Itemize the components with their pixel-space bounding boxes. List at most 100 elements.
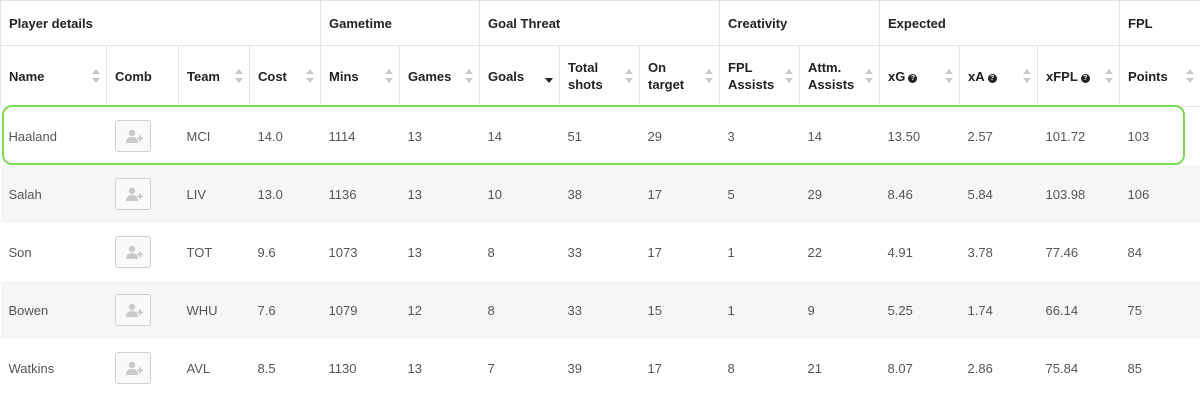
cell-fpl-assists: 5 <box>719 165 800 223</box>
user-plus-icon <box>125 129 143 143</box>
cell-fpl-assists: 3 <box>727 128 735 144</box>
column-header-team[interactable]: Team <box>178 45 250 107</box>
sort-arrows-icon[interactable] <box>1023 69 1032 83</box>
column-header-xg[interactable]: xG? <box>879 45 961 107</box>
cell-points: 75 <box>1119 281 1200 339</box>
cell-goals: 8 <box>487 244 495 260</box>
cell-name[interactable]: Bowen <box>0 281 107 339</box>
cell-xg: 4.91 <box>887 244 913 260</box>
column-header-xfpl[interactable]: xFPL? <box>1037 45 1121 107</box>
cell-on-target: 15 <box>639 281 720 339</box>
sort-arrows-icon[interactable] <box>785 69 794 83</box>
column-header-attm-assists[interactable]: Attm. Assists <box>799 45 881 107</box>
cell-xg: 13.50 <box>887 128 921 144</box>
cell-mins: 1073 <box>328 244 358 260</box>
column-header-on-target[interactable]: On target <box>639 45 721 107</box>
cell-points: 85 <box>1127 360 1142 376</box>
sort-arrows-icon[interactable] <box>705 69 714 83</box>
cell-games: 12 <box>399 281 480 339</box>
sort-arrows-icon[interactable] <box>235 69 243 83</box>
cell-goals: 8 <box>479 281 560 339</box>
sort-desc-icon[interactable] <box>545 69 554 83</box>
column-header-games[interactable]: Games <box>399 45 481 107</box>
sort-arrows-icon[interactable] <box>625 69 634 83</box>
group-header-creativity: Creativity <box>719 0 881 46</box>
table-row[interactable]: Bowen WHU 7.6 1079 12 8 33 15 1 9 5.25 1.74 66.14 75 <box>0 281 1200 339</box>
cell-name[interactable]: Haaland <box>8 128 57 144</box>
column-group-row: Player details Gametime Goal Threat Creativ… <box>0 0 1200 46</box>
cell-xa: 2.86 <box>967 360 993 376</box>
cell-xfpl: 103.98 <box>1037 165 1120 223</box>
cell-games: 13 <box>407 360 422 376</box>
cell-fpl-assists: 1 <box>719 281 800 339</box>
sort-arrows-icon[interactable] <box>865 69 874 83</box>
cell-points: 84 <box>1127 244 1142 260</box>
cell-xfpl: 101.72 <box>1045 128 1086 144</box>
add-to-comparison-button[interactable] <box>114 120 151 152</box>
column-header-label: Team <box>187 68 220 84</box>
column-header-points[interactable]: Points <box>1119 45 1200 107</box>
sort-arrows-icon[interactable] <box>1105 69 1114 83</box>
cell-name[interactable]: Son <box>8 244 32 260</box>
cell-cost: 9.6 <box>257 244 276 260</box>
cell-name[interactable]: Salah <box>0 165 107 223</box>
cell-team: TOT <box>186 244 213 260</box>
cell-xfpl: 75.84 <box>1045 360 1079 376</box>
column-header-label: Cost <box>258 68 287 84</box>
cell-mins: 1079 <box>320 281 400 339</box>
column-header-label: xG <box>888 68 906 84</box>
add-to-comparison-button[interactable] <box>114 178 151 210</box>
table-row[interactable]: Haaland MCI 14.0 1114 13 14 51 29 3 14 13.50 2.57 10… <box>1 107 1200 166</box>
column-header-goals[interactable]: Goals <box>479 45 561 107</box>
sort-arrows-icon[interactable] <box>385 69 394 83</box>
add-to-comparison-button[interactable] <box>114 352 151 384</box>
cell-xa: 5.84 <box>959 165 1038 223</box>
column-header-label: Mins <box>329 68 359 84</box>
question-icon[interactable]: ? <box>908 73 918 83</box>
column-header-label: Comb <box>115 68 152 84</box>
sort-arrows-icon[interactable] <box>465 69 474 83</box>
cell-xa: 1.74 <box>959 281 1038 339</box>
sort-arrows-icon[interactable] <box>1186 69 1195 83</box>
column-header-total-shots[interactable]: Total shots <box>559 45 641 107</box>
cell-attm-assists: 14 <box>807 128 822 144</box>
table-row[interactable]: Salah LIV 13.0 1136 13 10 38 17 5 29 8.46 5.84 103.9… <box>0 165 1200 223</box>
cell-team: LIV <box>178 165 250 223</box>
sort-arrows-icon[interactable] <box>92 69 100 83</box>
cell-xa: 2.57 <box>967 128 993 144</box>
comb-cell <box>107 107 179 166</box>
add-to-comparison-button[interactable] <box>114 236 151 268</box>
sort-arrows-icon[interactable] <box>945 69 954 83</box>
question-icon[interactable]: ? <box>987 73 997 83</box>
column-header-mins[interactable]: Mins <box>320 45 401 107</box>
comb-cell <box>106 165 179 223</box>
cell-mins: 1130 <box>328 360 357 376</box>
cell-mins: 1114 <box>328 128 356 144</box>
cell-on-target: 29 <box>647 128 662 144</box>
sort-arrows-icon[interactable] <box>306 69 315 83</box>
cell-on-target: 17 <box>647 244 662 260</box>
question-icon[interactable]: ? <box>1080 73 1090 83</box>
column-header-row: Name Comb Team Cost Mins Games Goals Total shot… <box>0 45 1200 107</box>
comb-cell <box>107 339 179 397</box>
table-row[interactable]: Watkins AVL 8.5 1130 13 7 39 17 8 21 8.07 2.86 75.84… <box>1 339 1200 397</box>
table-row[interactable]: Son TOT 9.6 1073 13 8 33 17 1 22 4.91 3.78 77.46 84 <box>1 223 1200 281</box>
column-header-label: On target <box>648 60 685 92</box>
column-header-name[interactable]: Name <box>0 45 107 107</box>
column-header-label: FPL Assists <box>728 60 775 92</box>
cell-games: 13 <box>407 128 422 144</box>
cell-xfpl: 77.46 <box>1045 244 1079 260</box>
cell-attm-assists: 9 <box>799 281 880 339</box>
add-to-comparison-button[interactable] <box>114 294 151 326</box>
cell-name[interactable]: Watkins <box>8 360 55 376</box>
column-header-label: xFPL <box>1046 68 1078 84</box>
column-header-label: Games <box>408 68 452 84</box>
table-header: Player details Gametime Goal Threat Creativ… <box>0 0 1200 107</box>
column-header-xa[interactable]: xA? <box>959 45 1039 107</box>
column-header-label: Goals <box>488 68 525 84</box>
user-plus-icon <box>125 245 143 259</box>
cell-total-shots: 39 <box>567 360 582 376</box>
column-header-fpl-assists[interactable]: FPL Assists <box>719 45 801 107</box>
column-header-cost[interactable]: Cost <box>248 45 322 107</box>
